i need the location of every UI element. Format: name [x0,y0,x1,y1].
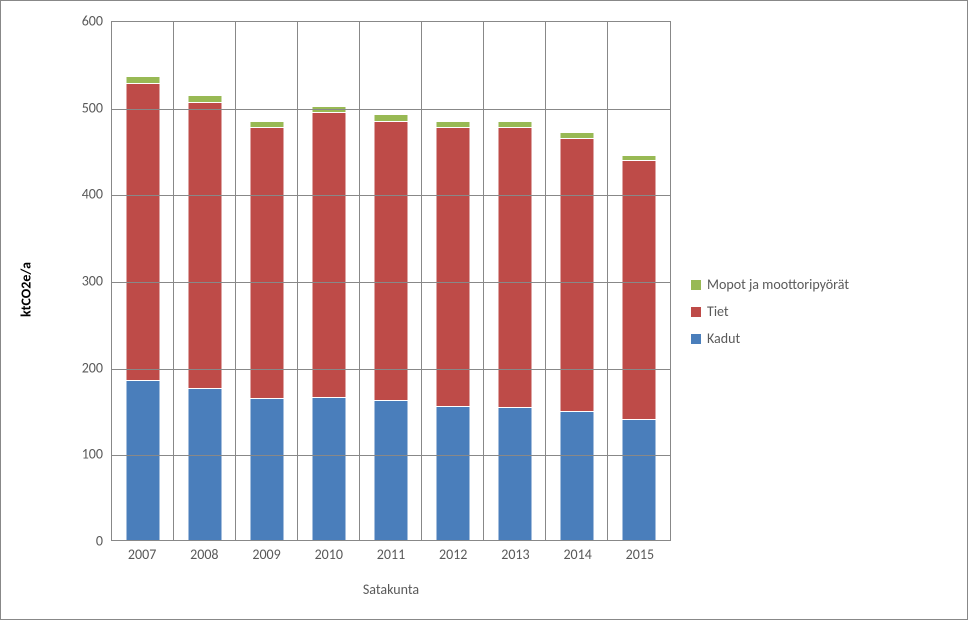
bar-slot [174,22,236,540]
plot-area [111,21,671,541]
y-tick-label: 100 [63,446,103,463]
bar-segment [498,127,533,406]
legend-row: Kadut [691,330,849,347]
bar-segment [622,419,657,540]
bar-segment [188,102,223,388]
bar-segment [250,127,285,398]
y-tick-label: 300 [63,273,103,290]
bar-segment [126,76,161,83]
gridline [112,369,670,370]
legend-row: Mopot ja moottoripyörät [691,276,849,293]
legend-label: Kadut [707,330,740,347]
bar-slot [236,22,298,540]
x-axis-label: Satakunta [111,581,671,598]
bars-wrap [112,22,670,540]
y-tick-label: 0 [63,533,103,550]
y-axis-label: ktCO2e/a [18,262,35,317]
y-tick-label: 500 [63,99,103,116]
x-tick-label: 2011 [360,546,422,563]
bar-stack [498,121,533,540]
bar-stack [436,121,471,540]
legend-swatch [691,334,701,344]
y-tick-label: 400 [63,186,103,203]
bar-slot [298,22,360,540]
x-tick-label: 2009 [236,546,298,563]
bar-segment [126,83,161,379]
x-tick-label: 2012 [422,546,484,563]
y-tick-label: 200 [63,359,103,376]
x-tick-label: 2013 [484,546,546,563]
bar-segment [374,400,409,540]
legend-label: Tiet [707,303,729,320]
gridline [112,282,670,283]
bar-segment [312,397,347,540]
y-tick-label: 600 [63,13,103,30]
legend-swatch [691,280,701,290]
chart-container: ktCO2e/a Satakunta Mopot ja moottoripyör… [0,0,968,620]
bar-stack [126,76,161,540]
x-tick-label: 2014 [547,546,609,563]
bar-segment [622,160,657,418]
bar-segment [250,398,285,540]
bar-segment [498,407,533,540]
bar-stack [250,121,285,540]
bar-segment [188,388,223,540]
x-tick-label: 2007 [111,546,173,563]
x-tick-label: 2015 [609,546,671,563]
legend: Mopot ja moottoripyörät Tiet Kadut [691,276,849,357]
bar-slot [422,22,484,540]
gridline [112,109,670,110]
bar-segment [436,406,471,540]
bar-slot [484,22,546,540]
bar-segment [188,95,223,102]
bar-segment [312,112,347,397]
bar-stack [188,95,223,540]
bar-slot [608,22,670,540]
gridline [112,455,670,456]
bar-stack [312,106,347,540]
bar-stack [560,132,595,540]
bar-segment [126,380,161,540]
bar-segment [560,411,595,540]
bar-slot [546,22,608,540]
gridline [112,195,670,196]
bar-stack [622,155,657,540]
legend-label: Mopot ja moottoripyörät [707,276,849,293]
x-tick-label: 2010 [298,546,360,563]
x-tick-label: 2008 [173,546,235,563]
bar-segment [436,127,471,406]
bar-slot [360,22,422,540]
bar-stack [374,114,409,540]
bar-slot [112,22,174,540]
legend-row: Tiet [691,303,849,320]
bar-segment [374,121,409,401]
bar-segment [560,138,595,411]
legend-swatch [691,307,701,317]
